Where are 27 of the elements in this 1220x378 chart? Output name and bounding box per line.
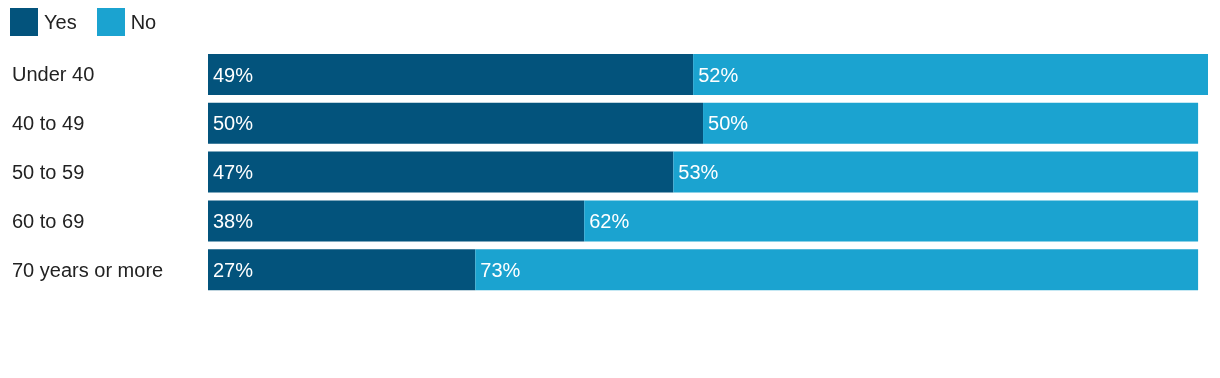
bar bbox=[475, 249, 1199, 291]
y-tick-label: 70 years or more bbox=[12, 258, 164, 281]
data-label: 73% bbox=[480, 258, 521, 281]
data-label: 50% bbox=[213, 112, 254, 135]
bar bbox=[693, 54, 1208, 95]
bar bbox=[703, 102, 1199, 144]
legend-label: No bbox=[130, 10, 157, 34]
bar bbox=[208, 151, 674, 193]
data-label: 38% bbox=[213, 210, 254, 232]
bar bbox=[208, 54, 694, 95]
bar bbox=[584, 200, 1199, 242]
data-label: 27% bbox=[213, 258, 254, 281]
bar bbox=[673, 151, 1199, 193]
data-label: 53% bbox=[678, 161, 719, 184]
data-label: 50% bbox=[708, 112, 749, 135]
legend-label: Yes bbox=[44, 10, 77, 34]
y-tick-label: 50 to 59 bbox=[12, 161, 85, 183]
data-label: 47% bbox=[213, 161, 254, 184]
y-tick-label: 60 to 69 bbox=[12, 209, 85, 232]
data-label: 52% bbox=[698, 63, 739, 86]
bar bbox=[208, 200, 585, 242]
data-label: 62% bbox=[589, 210, 630, 232]
bar bbox=[208, 102, 704, 144]
data-label: 49% bbox=[213, 63, 254, 86]
bar bbox=[208, 249, 476, 291]
y-tick-label: 40 to 49 bbox=[12, 112, 85, 135]
y-tick-label: Under 40 bbox=[12, 63, 95, 86]
